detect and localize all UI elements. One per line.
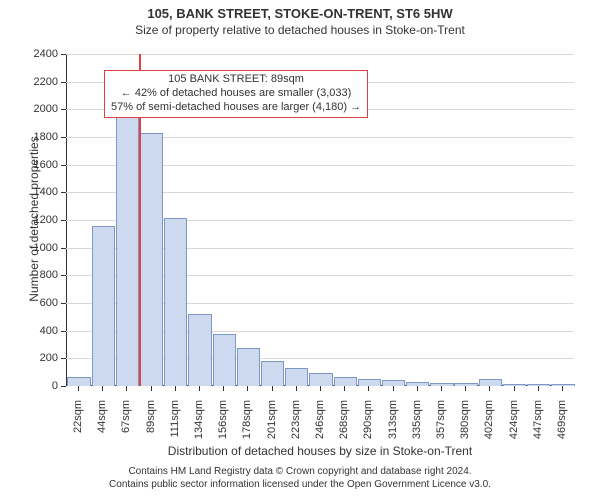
histogram-bar: [551, 384, 574, 386]
xtick-label: 89sqm: [145, 400, 157, 450]
histogram-bar: [503, 384, 526, 386]
xtick-mark: [175, 386, 176, 391]
xtick-mark: [199, 386, 200, 391]
histogram-bar: [382, 380, 405, 386]
ytick-mark: [61, 248, 66, 249]
info-line-1: 105 BANK STREET: 89sqm: [111, 73, 361, 87]
xtick-label: 447sqm: [532, 400, 544, 450]
ytick-label: 200: [18, 352, 58, 364]
xtick-mark: [393, 386, 394, 391]
histogram-bar: [213, 334, 236, 386]
ytick-mark: [61, 54, 66, 55]
xtick-label: 223sqm: [290, 400, 302, 450]
ytick-mark: [61, 331, 66, 332]
ytick-mark: [61, 386, 66, 387]
ytick-mark: [61, 109, 66, 110]
xtick-mark: [223, 386, 224, 391]
xtick-mark: [126, 386, 127, 391]
xtick-label: 67sqm: [120, 400, 132, 450]
xtick-mark: [368, 386, 369, 391]
ytick-mark: [61, 192, 66, 193]
xtick-mark: [465, 386, 466, 391]
xtick-label: 44sqm: [96, 400, 108, 450]
ytick-mark: [61, 220, 66, 221]
xtick-label: 290sqm: [362, 400, 374, 450]
ytick-mark: [61, 303, 66, 304]
histogram-bar: [430, 383, 453, 386]
histogram-bar: [406, 382, 429, 386]
histogram-bar: [358, 379, 381, 386]
footer-line-1: Contains HM Land Registry data © Crown c…: [0, 466, 600, 479]
histogram-bar: [479, 379, 502, 386]
histogram-bar: [309, 373, 332, 386]
ytick-label: 1600: [18, 159, 58, 171]
histogram-bar: [116, 115, 139, 386]
xtick-label: 402sqm: [483, 400, 495, 450]
ytick-label: 1200: [18, 214, 58, 226]
histogram-bar: [164, 218, 187, 386]
xtick-label: 313sqm: [387, 400, 399, 450]
xtick-label: 156sqm: [217, 400, 229, 450]
xtick-mark: [441, 386, 442, 391]
histogram-bar: [261, 361, 284, 386]
xtick-label: 246sqm: [314, 400, 326, 450]
xtick-label: 22sqm: [72, 400, 84, 450]
ytick-mark: [61, 165, 66, 166]
footer-line-2: Contains public sector information licen…: [0, 479, 600, 492]
histogram-bar: [140, 133, 163, 386]
footer-attribution: Contains HM Land Registry data © Crown c…: [0, 466, 600, 491]
ytick-label: 600: [18, 297, 58, 309]
histogram-bar: [527, 384, 550, 386]
ytick-label: 400: [18, 325, 58, 337]
xtick-label: 469sqm: [556, 400, 568, 450]
ytick-mark: [61, 358, 66, 359]
ytick-label: 0: [18, 380, 58, 392]
xtick-label: 268sqm: [338, 400, 350, 450]
ytick-label: 2200: [18, 76, 58, 88]
ytick-label: 2400: [18, 48, 58, 60]
xtick-label: 380sqm: [459, 400, 471, 450]
xtick-label: 201sqm: [266, 400, 278, 450]
gridline: [66, 54, 574, 55]
ytick-label: 2000: [18, 103, 58, 115]
xtick-mark: [320, 386, 321, 391]
chart-subtitle: Size of property relative to detached ho…: [0, 23, 600, 37]
ytick-label: 1400: [18, 186, 58, 198]
histogram-bar: [188, 314, 211, 386]
info-line-3: 57% of semi-detached houses are larger (…: [111, 101, 361, 115]
xtick-mark: [538, 386, 539, 391]
xtick-label: 134sqm: [193, 400, 205, 450]
xtick-mark: [344, 386, 345, 391]
ytick-label: 1000: [18, 242, 58, 254]
xtick-label: 357sqm: [435, 400, 447, 450]
xtick-mark: [272, 386, 273, 391]
xtick-mark: [417, 386, 418, 391]
xtick-mark: [78, 386, 79, 391]
xtick-label: 424sqm: [508, 400, 520, 450]
ytick-mark: [61, 82, 66, 83]
info-box: 105 BANK STREET: 89sqm ← 42% of detached…: [104, 70, 368, 118]
xtick-mark: [562, 386, 563, 391]
xtick-mark: [151, 386, 152, 391]
histogram-bar: [67, 377, 90, 386]
histogram-bar: [334, 377, 357, 386]
xtick-mark: [102, 386, 103, 391]
xtick-mark: [489, 386, 490, 391]
xtick-label: 335sqm: [411, 400, 423, 450]
xtick-mark: [296, 386, 297, 391]
histogram-bar: [92, 226, 115, 386]
ytick-label: 1800: [18, 131, 58, 143]
ytick-mark: [61, 137, 66, 138]
ytick-mark: [61, 275, 66, 276]
histogram-bar: [237, 348, 260, 386]
xtick-label: 111sqm: [169, 400, 181, 450]
xtick-label: 178sqm: [241, 400, 253, 450]
chart-title: 105, BANK STREET, STOKE-ON-TRENT, ST6 5H…: [0, 6, 600, 21]
ytick-label: 800: [18, 269, 58, 281]
info-line-2: ← 42% of detached houses are smaller (3,…: [111, 87, 361, 101]
xtick-mark: [247, 386, 248, 391]
histogram-bar: [285, 368, 308, 386]
xtick-mark: [514, 386, 515, 391]
